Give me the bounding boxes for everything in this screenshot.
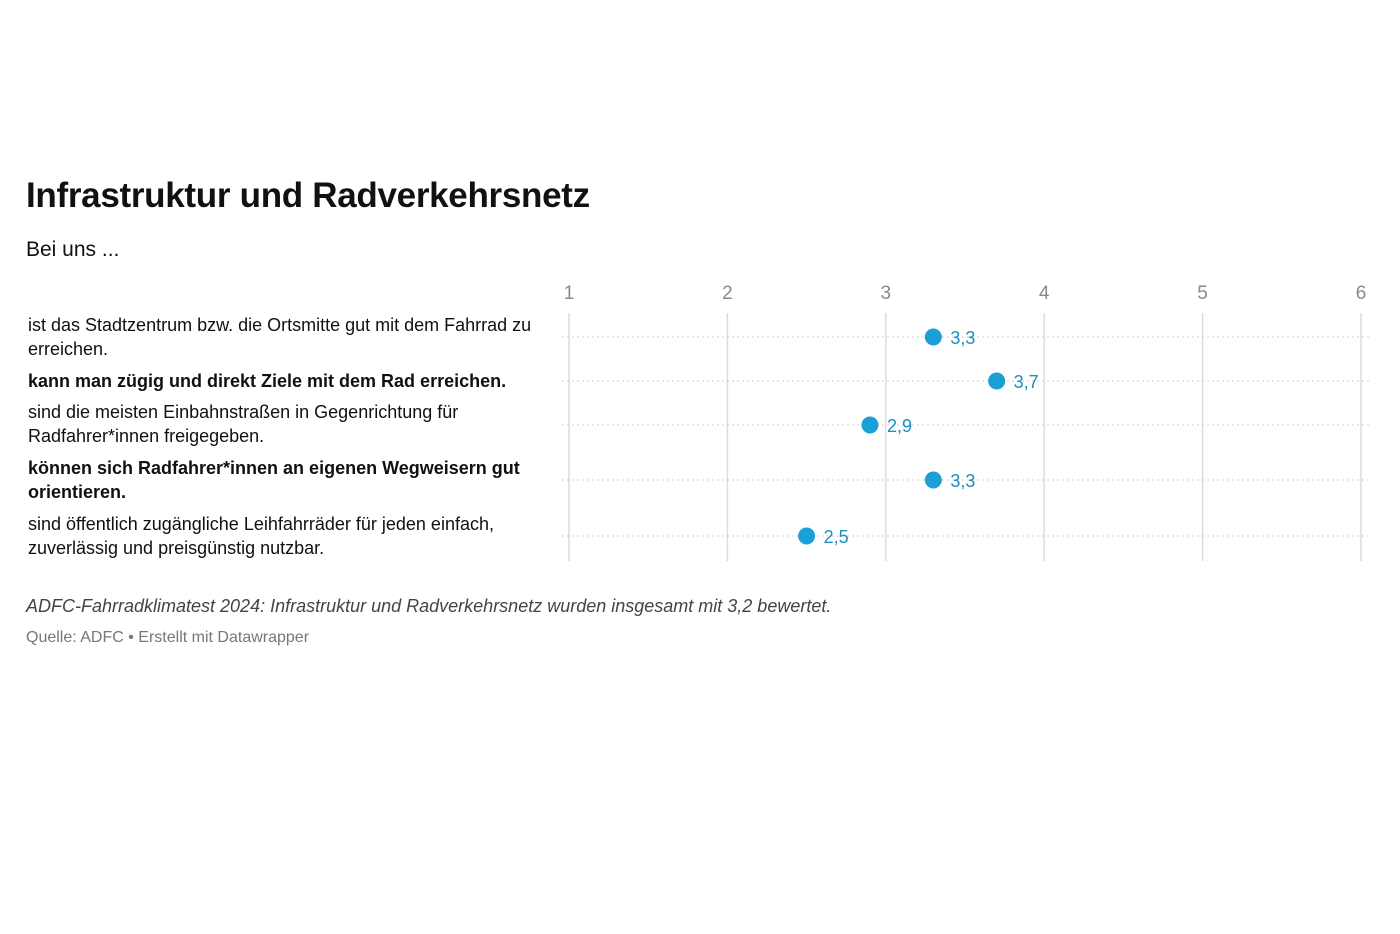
chart-source: Quelle: ADFC • Erstellt mit Datawrapper — [26, 629, 310, 646]
data-point-2 — [861, 416, 879, 434]
x-tick-label-2: 2 — [722, 283, 733, 304]
x-tick-label-5: 5 — [1197, 283, 1208, 304]
data-point-0 — [924, 328, 942, 346]
row-label-city-center: ist das Stadtzentrum bzw. die Ortsmitte … — [28, 315, 532, 359]
row-label-signposting: können sich Radfahrer*innen an eigenen W… — [28, 458, 520, 502]
value-label-0: 3,3 — [950, 328, 975, 348]
row-label-one-way-streets: sind die meisten Einbahnstraßen in Gegen… — [28, 402, 459, 446]
chart-title: Infrastruktur und Radverkehrsnetz — [26, 176, 590, 215]
data-point-3 — [924, 471, 942, 489]
x-tick-label-6: 6 — [1356, 283, 1367, 304]
value-label-4: 2,5 — [824, 527, 849, 547]
x-tick-label-4: 4 — [1039, 283, 1050, 304]
value-label-3: 3,3 — [950, 471, 975, 491]
row-label-rental-bikes: sind öffentlich zugängliche Leihfahrräde… — [28, 514, 494, 558]
row-label-direct-routes: kann man zügig und direkt Ziele mit dem … — [28, 371, 507, 391]
x-tick-label-3: 3 — [881, 283, 892, 304]
chart-subtitle: Bei uns ... — [26, 238, 120, 261]
value-label-2: 2,9 — [887, 416, 912, 436]
value-label-1: 3,7 — [1014, 372, 1039, 392]
data-point-4 — [798, 527, 816, 545]
chart-notes: ADFC-Fahrradklimatest 2024: Infrastruktu… — [26, 596, 832, 616]
data-point-1 — [988, 372, 1006, 390]
x-tick-label-1: 1 — [564, 283, 575, 304]
